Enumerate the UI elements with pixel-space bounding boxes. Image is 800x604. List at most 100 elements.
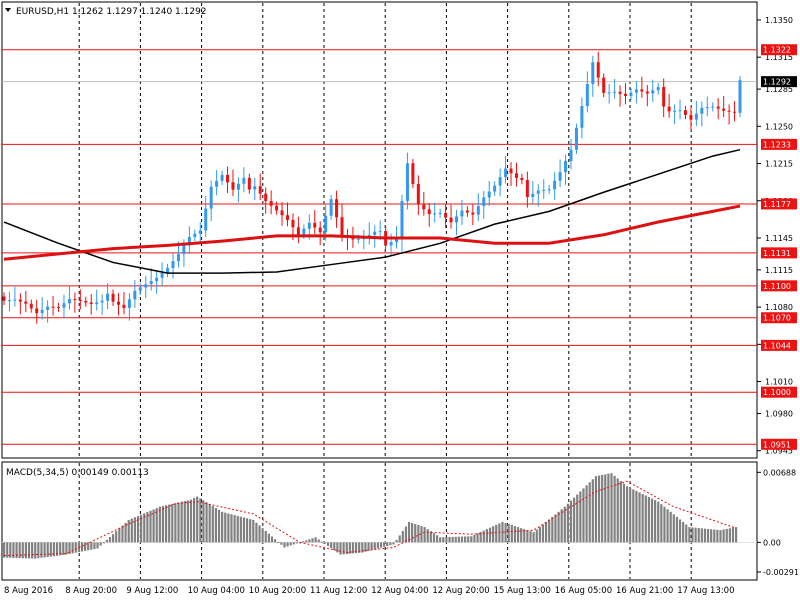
candle-body — [285, 215, 289, 220]
macd-bar — [445, 537, 448, 543]
macd-bar — [59, 542, 62, 556]
macd-bar — [513, 526, 517, 543]
macd-bar — [108, 537, 112, 543]
macd-bar — [233, 515, 236, 543]
candle-body — [356, 238, 360, 240]
macd-bar — [292, 542, 295, 545]
symbol-menu-arrow-icon[interactable] — [5, 8, 11, 12]
candle-body — [487, 191, 491, 198]
macd-bar — [149, 510, 152, 543]
macd-bar — [479, 531, 482, 543]
candle-body — [307, 222, 311, 229]
candle-body — [624, 93, 628, 96]
candle-body — [482, 197, 486, 207]
candle-body — [7, 300, 11, 302]
current-price-tag: 1.1292 — [761, 76, 797, 88]
macd-bar — [43, 542, 46, 558]
macd-bar — [713, 529, 716, 543]
candle-body — [291, 219, 295, 228]
macd-bar — [529, 531, 532, 543]
candles[interactable] — [2, 51, 742, 324]
macd-bar — [672, 514, 675, 543]
macd-bar — [625, 486, 629, 543]
macd-pane-frame — [1, 461, 758, 581]
candle-body — [651, 90, 655, 94]
macd-bar — [386, 542, 389, 547]
macd-bar — [688, 527, 691, 543]
candle-body — [35, 308, 39, 314]
macd-bar — [295, 542, 298, 544]
candle-body — [564, 160, 568, 173]
macd-bar — [31, 542, 34, 559]
candle-body — [525, 180, 529, 197]
macd-bar — [716, 529, 719, 543]
candle-body — [84, 300, 88, 303]
macd-bar — [697, 528, 700, 543]
macd-bar — [112, 534, 115, 543]
candle-body — [46, 306, 50, 310]
price-tick-label: 1.1145 — [765, 234, 793, 243]
macd-bar — [217, 509, 221, 543]
macd-bar — [221, 511, 224, 543]
macd-bar — [302, 541, 305, 543]
candle-body — [727, 110, 731, 112]
macd-bar — [121, 525, 124, 543]
candle-body — [673, 110, 677, 112]
macd-bar — [24, 542, 28, 559]
macd-bar — [657, 501, 660, 543]
moving-average-black — [3, 148, 741, 274]
macd-bar — [283, 542, 286, 548]
macd-bar — [417, 525, 420, 543]
macd-bar — [669, 511, 672, 543]
macd-bar — [457, 536, 460, 543]
macd-bar — [105, 539, 108, 543]
candle-body — [373, 231, 377, 235]
candle-body — [335, 199, 339, 218]
candle-body — [160, 272, 164, 278]
candle-body — [553, 180, 557, 190]
price-tick-label: 1.1285 — [765, 85, 793, 94]
macd-bar — [482, 530, 485, 543]
macd-bar — [476, 533, 479, 543]
macd-bar — [395, 539, 398, 543]
macd-bar — [55, 542, 59, 556]
price-tick-label: 1.1215 — [765, 160, 793, 169]
macd-bar — [280, 542, 283, 545]
macd-bar — [202, 500, 205, 543]
macd-bar — [252, 519, 255, 543]
level-tag-label: 1.1044 — [763, 341, 791, 350]
macd-bar — [277, 541, 280, 543]
macd-bar — [189, 499, 193, 543]
macd-bar — [644, 495, 647, 543]
macd-bar — [161, 506, 165, 543]
candle-body — [231, 182, 235, 190]
candle-body — [433, 213, 437, 215]
macd-bar — [115, 531, 118, 543]
macd-bar — [323, 542, 327, 544]
macd-bar — [485, 529, 489, 543]
macd-bar — [230, 514, 233, 543]
macd-bar — [414, 524, 417, 543]
time-label: 9 Aug 12:00 — [126, 586, 178, 596]
candle-body — [106, 293, 110, 301]
macd-bar — [264, 530, 267, 543]
macd-bar — [573, 497, 576, 543]
macd-tick-label: 0.00 — [763, 538, 781, 547]
macd-bar — [467, 536, 470, 543]
macd-bar — [336, 542, 339, 553]
macd-bar — [569, 500, 573, 543]
candle-body — [269, 201, 273, 206]
macd-bar — [46, 542, 49, 558]
level-tag-label: 1.1322 — [763, 46, 791, 55]
macd-bar — [591, 479, 594, 543]
macd-bar — [65, 542, 68, 555]
candle-body — [498, 177, 502, 186]
macd-axis: 0.00688 0.00 -0.00291 — [757, 468, 799, 577]
candle-body — [318, 227, 322, 233]
macd-bar — [576, 494, 579, 543]
macd-bar — [367, 542, 370, 551]
macd-bar — [464, 536, 467, 543]
macd-bar — [535, 529, 538, 543]
